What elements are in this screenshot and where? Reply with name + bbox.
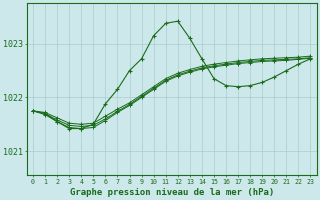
X-axis label: Graphe pression niveau de la mer (hPa): Graphe pression niveau de la mer (hPa) bbox=[70, 188, 274, 197]
